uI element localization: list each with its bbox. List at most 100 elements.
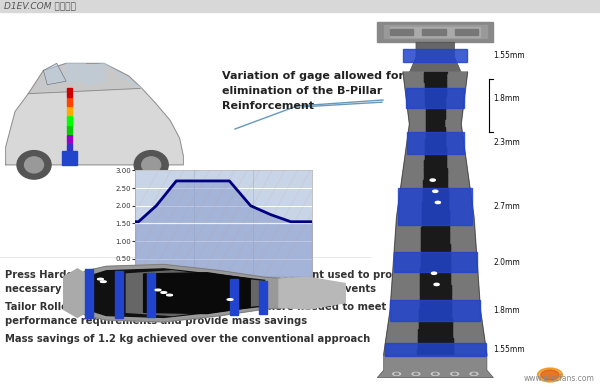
Bar — [425, 100, 445, 102]
Bar — [423, 190, 448, 192]
Text: 2.3mm: 2.3mm — [493, 138, 520, 147]
Bar — [67, 88, 72, 97]
Ellipse shape — [395, 373, 398, 375]
Polygon shape — [86, 269, 265, 317]
Bar — [419, 325, 452, 327]
Polygon shape — [104, 63, 142, 88]
Bar — [421, 258, 450, 260]
Bar — [424, 160, 446, 162]
Bar — [422, 216, 449, 217]
Bar — [424, 163, 446, 164]
Bar — [421, 228, 449, 230]
Bar — [424, 173, 447, 175]
Bar — [420, 285, 451, 287]
Ellipse shape — [414, 373, 418, 375]
Bar — [425, 87, 446, 89]
Bar — [418, 334, 452, 335]
Bar — [423, 195, 448, 197]
Bar — [418, 330, 452, 332]
Bar — [425, 150, 446, 152]
Bar — [425, 137, 445, 139]
Bar — [418, 338, 452, 340]
Ellipse shape — [433, 190, 438, 192]
Bar — [421, 255, 450, 257]
Bar — [390, 300, 481, 321]
Bar — [424, 80, 446, 82]
Bar — [418, 329, 452, 331]
Bar — [421, 229, 449, 231]
Bar — [420, 284, 451, 286]
Bar — [421, 275, 450, 277]
Bar — [425, 139, 445, 140]
Bar — [421, 260, 450, 261]
Bar — [425, 89, 446, 91]
Bar — [425, 83, 446, 85]
Ellipse shape — [431, 372, 439, 375]
Bar — [419, 318, 452, 320]
Bar — [115, 271, 123, 318]
Bar — [425, 149, 446, 150]
Ellipse shape — [453, 373, 457, 375]
Ellipse shape — [227, 299, 233, 300]
Bar — [422, 205, 448, 207]
Bar — [424, 174, 447, 176]
Bar — [419, 328, 452, 330]
Bar — [419, 311, 451, 313]
Bar — [421, 267, 450, 269]
Bar — [426, 132, 445, 133]
Bar — [420, 298, 451, 300]
Bar — [423, 191, 448, 193]
Bar — [377, 22, 493, 42]
Bar — [424, 74, 446, 76]
Ellipse shape — [142, 157, 161, 173]
Bar — [422, 225, 449, 227]
Polygon shape — [63, 269, 86, 317]
Ellipse shape — [436, 201, 440, 204]
Ellipse shape — [155, 289, 161, 291]
Bar — [424, 183, 447, 185]
Bar — [425, 109, 445, 110]
Bar — [426, 120, 445, 122]
Bar — [421, 242, 449, 244]
Bar — [426, 128, 445, 130]
Bar — [420, 300, 451, 301]
Bar — [423, 188, 448, 190]
Ellipse shape — [393, 372, 400, 375]
Bar — [0, 0, 600, 12]
Bar — [422, 29, 446, 35]
Bar — [421, 235, 449, 237]
Bar — [418, 341, 453, 342]
Bar — [424, 168, 446, 170]
Bar — [230, 279, 238, 315]
Text: Tailor Rolled Blank introduced to place gage where needed to meet the
performanc: Tailor Rolled Blank introduced to place … — [5, 302, 409, 326]
Bar — [419, 312, 451, 314]
Bar — [426, 114, 445, 116]
Bar — [421, 252, 450, 254]
Bar — [421, 265, 450, 267]
Bar — [406, 88, 464, 108]
Bar — [425, 104, 445, 106]
Bar — [424, 178, 447, 180]
Bar — [418, 342, 453, 344]
Bar — [420, 292, 451, 294]
Bar — [425, 107, 445, 109]
Polygon shape — [85, 63, 104, 85]
Bar — [425, 101, 445, 103]
Bar — [421, 245, 449, 247]
Bar — [421, 234, 449, 236]
Bar — [421, 264, 450, 265]
Bar — [425, 90, 446, 92]
Bar — [420, 295, 451, 297]
Bar — [425, 86, 446, 88]
Ellipse shape — [98, 278, 103, 280]
Bar — [403, 49, 467, 62]
Bar — [422, 208, 448, 210]
Bar — [421, 248, 449, 250]
Bar — [420, 296, 451, 298]
Bar — [426, 117, 445, 119]
Text: www.elecfans.com: www.elecfans.com — [524, 374, 595, 383]
Polygon shape — [66, 63, 85, 81]
Bar — [422, 212, 449, 214]
Bar — [421, 261, 450, 263]
Bar — [426, 133, 445, 135]
